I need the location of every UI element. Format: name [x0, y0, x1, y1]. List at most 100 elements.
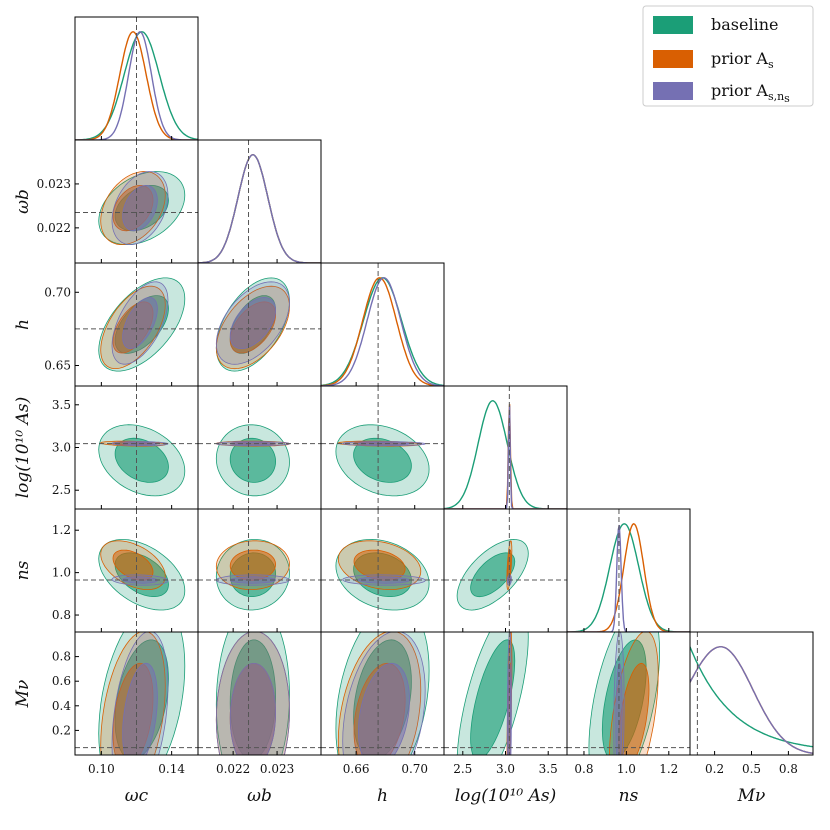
contour-omega_b-ns-2-1 — [229, 576, 277, 584]
y-axis-label-h: h — [13, 319, 33, 330]
contour-h-Mnu-2-1 — [357, 662, 411, 755]
y-axis-label-omega_b: ωb — [13, 189, 33, 214]
contour-logA-Mnu-0-1 — [470, 639, 516, 755]
contour-logA-ns-0-1 — [470, 552, 516, 598]
panel-omega_b-h — [197, 262, 322, 387]
y-axis-label-ns: ns — [13, 560, 33, 580]
panel-omega_b-Mnu: 0.022 0.023 — [197, 631, 322, 776]
legend-swatch-prior-as-ns — [653, 82, 693, 100]
x-tick-label-ns: 0.8 — [574, 762, 593, 776]
panel-omega_c-omega_c — [74, 16, 199, 141]
legend-swatch-prior-as — [653, 50, 693, 68]
y-tick-label-ns: 1.2 — [52, 523, 71, 537]
panel-h-logA — [320, 385, 445, 510]
marginal-logA-0 — [444, 400, 567, 509]
x-tick-label-ns: 1.0 — [617, 762, 636, 776]
x-axis-label-omega_b: ωb — [247, 786, 272, 806]
marginal-h-1 — [321, 277, 444, 386]
panel-h-h — [320, 262, 445, 387]
x-tick-label-logA: 3.5 — [539, 762, 558, 776]
panel-logA-Mnu: 2.5 3.0 3.5 — [443, 631, 568, 776]
legend-label-prior-as-ns: prior As,ns — [711, 81, 790, 105]
panel-omega_b-omega_b — [197, 139, 322, 264]
panel-ns-Mnu: 0.8 1.0 1.2 — [566, 631, 691, 776]
legend: baseline prior As prior As,ns — [642, 5, 814, 107]
marginal-Mnu-0 — [690, 646, 813, 748]
x-tick-label-logA: 2.5 — [453, 762, 472, 776]
panel-omega_c-logA: 2.5 3.0 3.5 — [52, 385, 199, 510]
x-tick-label-omega_b: 0.023 — [260, 762, 294, 776]
panel-omega_c-ns: 0.8 1.0 1.2 — [52, 508, 199, 633]
contour-h-ns-2-1 — [357, 576, 411, 584]
x-tick-label-ns: 1.2 — [659, 762, 678, 776]
contour-ns-Mnu-2-1 — [615, 662, 623, 755]
marginal-Mnu-1 — [690, 646, 813, 754]
y-tick-label-omega_b: 0.023 — [37, 177, 71, 191]
panel-frame — [197, 139, 322, 264]
panel-frame — [689, 631, 814, 756]
marginal-h-0 — [321, 277, 444, 386]
legend-label-baseline: baseline — [711, 15, 778, 34]
y-tick-label-ns: 1.0 — [52, 566, 71, 580]
panel-omega_b-ns — [197, 508, 322, 633]
contour-logA-Mnu-2-1 — [507, 662, 511, 755]
marginal-omega_b-2 — [198, 154, 321, 263]
x-axis-label-omega_c: ωc — [125, 786, 149, 806]
x-tick-label-omega_c: 0.10 — [88, 762, 115, 776]
panel-ns-ns — [566, 508, 691, 633]
contour-omega_c-Mnu-2-1 — [122, 662, 158, 755]
panel-logA-logA — [443, 385, 568, 510]
x-tick-label-omega_b: 0.022 — [216, 762, 250, 776]
marginal-ns-1 — [567, 523, 690, 632]
x-tick-label-logA: 3.0 — [496, 762, 515, 776]
panel-omega_c-Mnu: 0.10 0.14 0.2 0.4 0.6 0.8 — [52, 631, 199, 776]
y-tick-label-Mnu: 0.8 — [52, 650, 71, 664]
contour-omega_b-Mnu-2-1 — [229, 663, 277, 755]
legend-label-prior-as: prior As — [711, 49, 774, 71]
panel-h-ns — [320, 508, 445, 633]
y-tick-label-logA: 3.0 — [52, 441, 71, 455]
x-tick-label-Mnu: 0.8 — [779, 762, 798, 776]
legend-swatch-baseline — [653, 16, 693, 34]
panel-h-Mnu: 0.66 0.70 — [320, 631, 445, 776]
contour-omega_c-omega_b-2-1 — [122, 185, 158, 232]
panel-Mnu-Mnu: 0.2 0.5 0.8 — [689, 631, 814, 776]
y-tick-label-h: 0.70 — [44, 285, 71, 299]
y-tick-label-logA: 2.5 — [52, 483, 71, 497]
x-tick-label-Mnu: 0.2 — [705, 762, 724, 776]
x-axis-label-Mnu: Mν — [737, 786, 766, 806]
y-tick-label-Mnu: 0.2 — [52, 723, 71, 737]
panel-omega_b-logA — [197, 385, 322, 510]
x-axis-label-h: h — [377, 786, 388, 806]
y-axis-label-Mnu: Mν — [13, 680, 33, 709]
marginal-omega_b-0 — [198, 154, 321, 263]
panel-omega_c-omega_b: 0.022 0.023 — [37, 139, 199, 264]
y-tick-label-omega_b: 0.022 — [37, 221, 71, 235]
x-tick-label-omega_c: 0.14 — [158, 762, 185, 776]
marginal-h-2 — [321, 277, 444, 386]
y-tick-label-Mnu: 0.4 — [52, 699, 71, 713]
panel-omega_c-h: 0.65 0.70 — [44, 262, 199, 387]
panel-logA-ns — [443, 508, 568, 633]
marginal-Mnu-2 — [690, 646, 813, 754]
x-axis-label-ns: ns — [619, 786, 639, 806]
contour-h-logA-2-1 — [357, 442, 411, 446]
marginal-logA-2 — [444, 405, 567, 509]
y-tick-label-Mnu: 0.6 — [52, 674, 71, 688]
contour-omega_b-h-2-1 — [229, 296, 277, 350]
contour-omega_c-h-2-1 — [122, 297, 158, 349]
x-tick-label-h: 0.66 — [343, 762, 370, 776]
panel-frame — [320, 262, 445, 387]
marginal-logA-1 — [444, 404, 567, 509]
y-axis-label-logA: log(10¹⁰ As) — [13, 397, 33, 499]
marginal-omega_b-1 — [198, 154, 321, 263]
x-tick-label-h: 0.70 — [401, 762, 428, 776]
contour-omega_b-logA-2-1 — [229, 442, 277, 446]
y-tick-label-logA: 3.5 — [52, 398, 71, 412]
y-tick-label-ns: 0.8 — [52, 608, 71, 622]
panel-frame — [443, 385, 568, 510]
y-tick-label-h: 0.65 — [44, 359, 71, 373]
x-tick-label-Mnu: 0.5 — [742, 762, 761, 776]
x-axis-label-logA: log(10¹⁰ As) — [455, 786, 557, 806]
